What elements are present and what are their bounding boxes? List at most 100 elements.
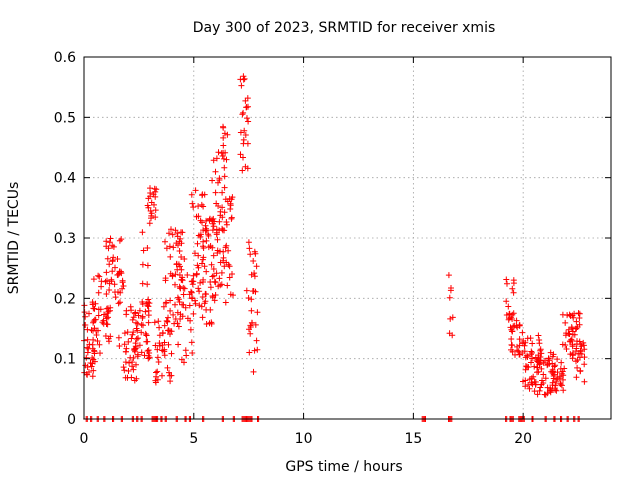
data-point <box>161 322 168 329</box>
data-point <box>573 374 580 381</box>
data-point <box>175 341 182 348</box>
data-point <box>140 247 147 254</box>
data-point <box>107 307 113 314</box>
data-point <box>152 193 159 200</box>
data-point <box>209 216 215 223</box>
data-point <box>203 321 210 327</box>
data-point <box>130 314 137 321</box>
data-point <box>192 250 198 257</box>
data-point <box>544 384 551 391</box>
data-point <box>505 303 512 310</box>
data-point <box>178 266 185 273</box>
data-point <box>212 189 219 196</box>
data-point <box>215 179 221 186</box>
data-point <box>203 268 210 275</box>
data-point <box>181 285 188 292</box>
data-point <box>89 373 96 380</box>
data-point <box>209 177 216 184</box>
data-point <box>134 320 141 327</box>
data-point <box>534 391 541 398</box>
data-point <box>91 316 98 323</box>
data-point <box>103 315 110 322</box>
data-point <box>192 297 198 304</box>
data-point <box>225 247 232 254</box>
data-point <box>210 157 217 164</box>
data-point <box>188 289 195 296</box>
data-point <box>177 316 184 322</box>
data-point <box>219 204 226 211</box>
data-point <box>127 303 134 310</box>
data-point <box>152 377 159 384</box>
data-point <box>196 302 203 309</box>
data-point <box>216 175 223 182</box>
data-point <box>161 352 168 359</box>
data-point <box>160 303 167 310</box>
data-point <box>251 273 258 280</box>
data-point <box>97 350 103 357</box>
data-point <box>139 229 146 236</box>
data-point <box>123 345 130 352</box>
data-point <box>205 244 212 251</box>
data-point <box>154 368 161 375</box>
data-point <box>101 311 107 318</box>
data-point <box>156 342 163 349</box>
data-point <box>224 198 231 205</box>
data-point <box>202 290 209 297</box>
data-point <box>195 252 202 259</box>
data-point <box>508 336 515 342</box>
data-point <box>90 367 97 374</box>
data-point <box>103 291 110 297</box>
data-point <box>241 75 248 82</box>
data-point <box>576 338 583 345</box>
data-point <box>122 359 129 366</box>
data-point <box>126 359 133 366</box>
data-point <box>249 288 256 295</box>
data-point <box>156 332 163 339</box>
data-point <box>151 319 158 326</box>
data-point <box>190 272 197 279</box>
data-point <box>219 214 226 221</box>
data-point <box>167 328 174 335</box>
data-point <box>186 302 193 309</box>
data-point <box>173 240 180 247</box>
data-point <box>246 349 253 356</box>
data-point <box>559 341 566 348</box>
data-point <box>534 364 541 371</box>
data-point <box>162 275 169 282</box>
data-point <box>521 348 528 355</box>
data-point <box>221 173 228 180</box>
data-point <box>145 355 152 362</box>
data-point <box>209 244 216 251</box>
data-point <box>219 189 226 196</box>
data-point <box>138 349 145 356</box>
data-point <box>528 351 534 358</box>
y-tick-label: 0.1 <box>54 352 76 368</box>
data-point <box>144 348 151 354</box>
data-point <box>175 261 182 268</box>
data-point <box>217 259 224 266</box>
data-point <box>522 354 529 361</box>
data-point <box>98 283 105 290</box>
data-point <box>98 278 105 285</box>
data-point <box>228 214 235 221</box>
data-point <box>449 314 456 321</box>
y-tick-label: 0.2 <box>54 291 76 307</box>
data-point <box>135 335 141 342</box>
data-point <box>503 312 510 318</box>
data-point <box>212 279 219 286</box>
data-point <box>226 274 233 281</box>
data-point <box>167 378 174 385</box>
data-point <box>172 227 179 234</box>
data-point <box>181 359 187 366</box>
data-point <box>223 156 230 163</box>
data-point <box>120 364 127 371</box>
data-point <box>445 272 452 279</box>
data-point <box>150 191 157 198</box>
data-point <box>221 209 228 216</box>
data-point <box>117 289 124 296</box>
data-point <box>145 204 152 211</box>
data-point <box>197 217 204 224</box>
data-point <box>82 322 89 328</box>
data-point <box>86 310 92 317</box>
